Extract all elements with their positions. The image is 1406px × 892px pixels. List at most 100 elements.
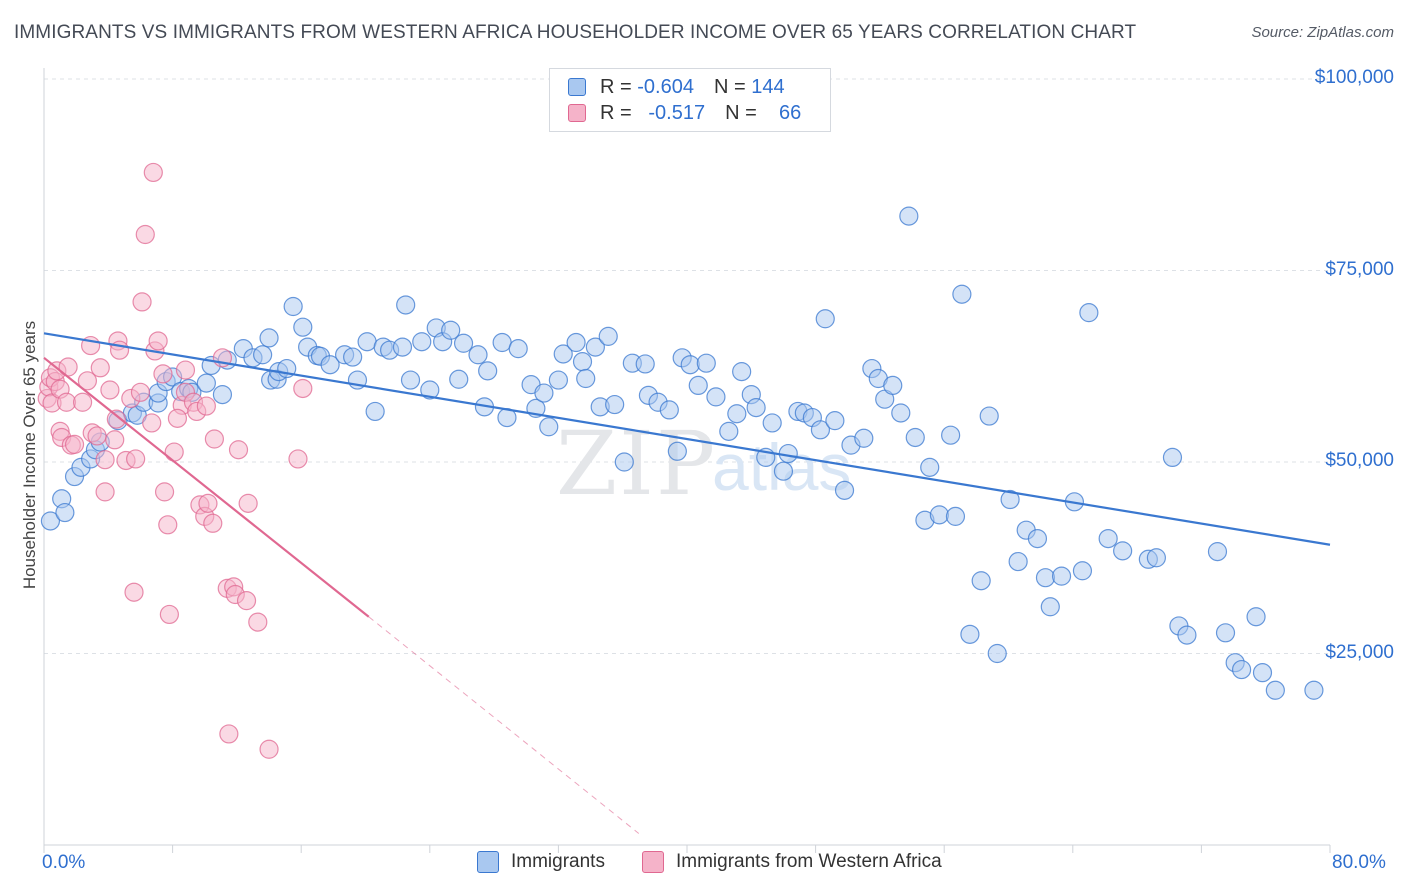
immigrants-point (449, 369, 469, 389)
western-africa-point (87, 426, 107, 446)
immigrants-point (1231, 659, 1252, 680)
immigrants-point (659, 400, 679, 420)
immigrants-point (1177, 625, 1197, 645)
western-africa-point (158, 515, 178, 535)
legend-n-value: 66 (779, 101, 802, 124)
legend-row-western-africa: R = -0.517 N = 66 (568, 100, 801, 126)
immigrants-point (960, 624, 980, 644)
bottom-legend-swatch-blue (477, 851, 499, 873)
legend-r-value: -0.604 (637, 75, 694, 98)
immigrants-point (1207, 542, 1228, 562)
western-africa-point (142, 413, 162, 433)
western-africa-point (132, 292, 152, 312)
western-africa-trend-line (43, 356, 370, 618)
immigrants-point (696, 353, 716, 373)
immigrants-point (1265, 680, 1285, 700)
immigrants-point (605, 394, 625, 415)
source-credit: Source: ZipAtlas.com (1251, 24, 1394, 41)
immigrants-point (343, 347, 363, 367)
western-africa-point (56, 392, 77, 412)
immigrants-point (1246, 607, 1266, 627)
western-africa-point (95, 482, 115, 502)
immigrants-point (941, 425, 961, 445)
immigrants-point (883, 375, 903, 395)
immigrants-point (1146, 548, 1166, 568)
western-africa-point (164, 442, 184, 462)
immigrants-point (259, 328, 279, 348)
immigrants-point (508, 339, 528, 359)
immigrants-point (1098, 528, 1118, 549)
legend-n-label: N = (713, 75, 746, 98)
western-africa-point (130, 382, 151, 402)
bottom-legend-immigrants: Immigrants (477, 851, 605, 873)
western-africa-point (204, 429, 224, 449)
watermark-zip: ZIP (556, 412, 717, 515)
western-africa-point (105, 430, 125, 450)
immigrants-trend-line (43, 332, 1331, 546)
immigrants-point (293, 317, 313, 337)
immigrants-point (396, 295, 416, 315)
western-africa-point (248, 612, 268, 632)
immigrants-point (478, 361, 498, 381)
western-africa-point (238, 493, 258, 513)
immigrants-point (1162, 447, 1183, 468)
immigrants-point (492, 332, 512, 353)
western-africa-point (228, 440, 249, 460)
western-africa-point (72, 392, 93, 412)
immigrants-point (365, 401, 385, 422)
immigrants-point (746, 398, 766, 418)
western-africa-point (153, 364, 173, 384)
immigrants-point (1000, 489, 1020, 510)
x-tick-label-max: 80.0% (1332, 852, 1386, 873)
immigrants-point (920, 457, 940, 477)
immigrants-point (539, 417, 559, 437)
legend-n-value: 144 (751, 75, 785, 98)
bottom-legend-label: Immigrants from Western Africa (676, 851, 942, 872)
x-tick-label-min: 0.0% (42, 852, 86, 873)
immigrants-point (987, 643, 1007, 664)
immigrants-point (453, 333, 474, 353)
western-africa-point (64, 434, 85, 454)
y-tick-label: $75,000 (1325, 258, 1394, 280)
legend-swatch-blue (568, 78, 586, 96)
western-africa-point (95, 450, 115, 470)
western-africa-point (90, 358, 110, 378)
western-africa-point (198, 493, 218, 513)
immigrants-point (420, 380, 440, 400)
immigrants-point (357, 332, 377, 352)
immigrants-point (891, 403, 911, 423)
zipatlas-watermark: ZIP atlas (556, 412, 851, 515)
legend-r-value: -0.517 (648, 101, 706, 124)
western-africa-point (106, 409, 126, 429)
immigrants-point (929, 505, 949, 525)
immigrants-point (553, 344, 573, 364)
correlation-legend: R = -0.604 N = 144 R = -0.517 N = 66 (549, 68, 831, 132)
immigrants-point (727, 404, 747, 424)
western-africa-point (154, 482, 175, 502)
immigrants-point (196, 373, 216, 393)
legend-swatch-pink (568, 104, 586, 122)
immigrants-point (1008, 551, 1028, 572)
immigrants-point (945, 506, 966, 526)
immigrants-point (706, 387, 726, 407)
immigrants-point (441, 320, 461, 340)
immigrants-point (810, 420, 831, 440)
immigrants-point (212, 384, 233, 405)
western-africa-point (167, 408, 188, 428)
immigrants-point (1035, 568, 1056, 588)
y-tick-label: $25,000 (1325, 641, 1394, 663)
immigrants-points (40, 206, 1324, 700)
immigrants-point (566, 332, 586, 353)
immigrants-point (680, 355, 700, 375)
legend-r-label: R = (600, 101, 632, 124)
y-axis-label: Householder Income Over 65 years (20, 320, 39, 590)
axes (43, 68, 1331, 853)
immigrants-point (1215, 623, 1236, 643)
immigrants-point (576, 368, 596, 389)
western-africa-point (100, 380, 120, 400)
immigrants-point (55, 502, 75, 523)
western-africa-point (293, 378, 313, 399)
immigrants-point (572, 352, 593, 372)
western-africa-point (196, 396, 216, 416)
